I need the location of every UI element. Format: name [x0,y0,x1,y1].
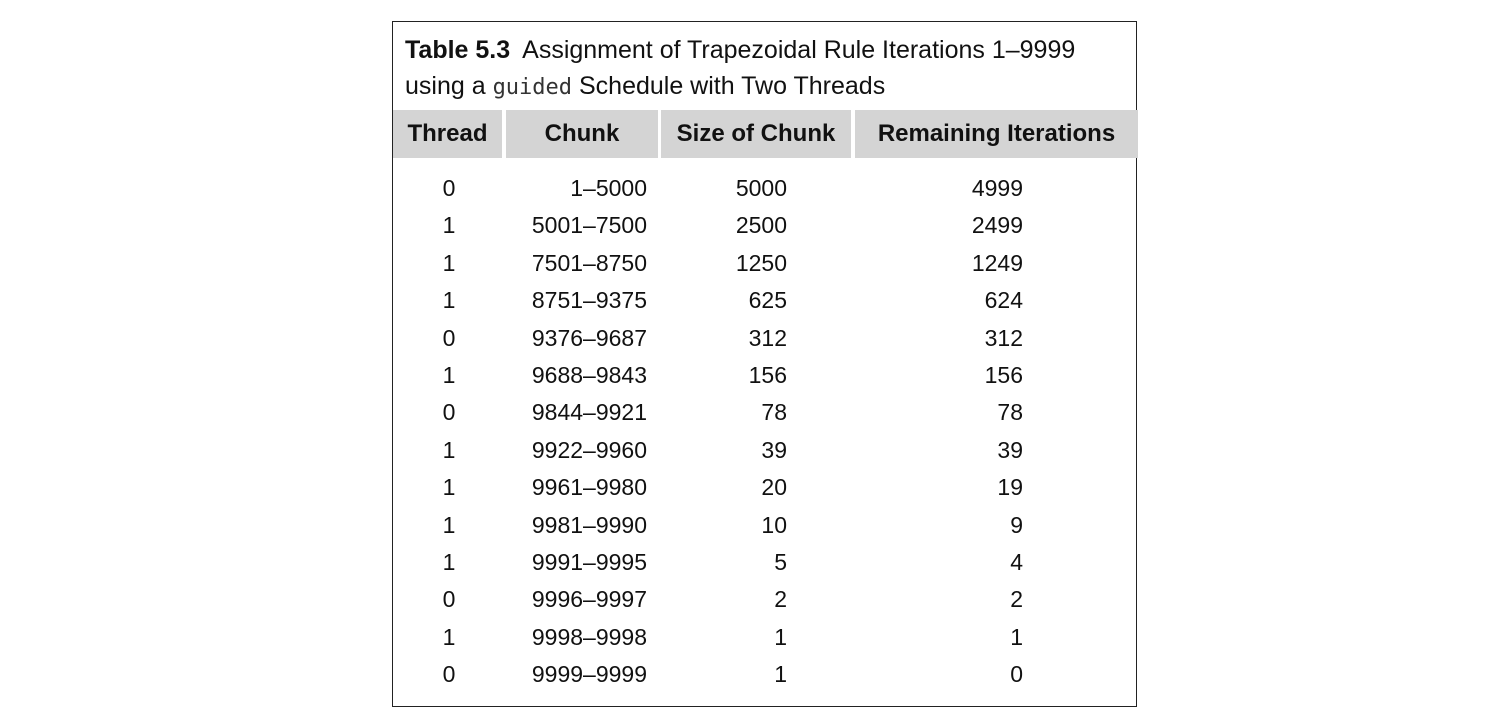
caption-line-2: using a guided Schedule with Two Threads [405,68,1130,106]
cell-chunk: 8751–9375 [531,287,647,314]
table-row: 1 9991–9995 5 4 [393,544,1138,581]
cell-size-of-chunk: 1250 [735,249,787,276]
cell-remaining-iterations: 19 [997,474,1023,501]
cell-chunk: 9688–9843 [531,361,647,388]
table-row: 1 5001–7500 2500 2499 [393,207,1138,244]
table-row: 0 9996–9997 2 2 [393,581,1138,618]
cell-remaining-iterations: 1249 [971,249,1023,276]
cell-thread: 0 [442,661,456,688]
cell-remaining-iterations: 2 [1010,586,1023,613]
caption-line-1: Table 5.3 Assignment of Trapezoidal Rule … [405,32,1130,68]
cell-chunk: 9981–9990 [531,511,647,538]
table-row: 0 9999–9999 1 0 [393,656,1138,693]
cell-thread: 1 [442,474,456,501]
cell-chunk: 5001–7500 [531,212,647,239]
caption-title: Assignment of Trapezoidal Rule Iteration… [522,36,1076,64]
header-chunk: Chunk [506,110,658,158]
cell-size-of-chunk: 2500 [735,212,787,239]
cell-remaining-iterations: 1 [1010,623,1023,650]
cell-remaining-iterations: 2499 [971,212,1023,239]
cell-chunk: 9844–9921 [531,399,647,426]
cell-size-of-chunk: 2 [774,586,787,613]
cell-chunk: 9998–9998 [531,623,647,650]
header-thread: Thread [393,110,502,158]
cell-size-of-chunk: 10 [761,511,787,538]
cell-remaining-iterations: 0 [1010,661,1023,688]
table-header: Thread Chunk Size of Chunk Remaining Ite… [393,110,1138,158]
cell-chunk: 9996–9997 [531,586,647,613]
cell-thread: 1 [442,511,456,538]
cell-remaining-iterations: 624 [984,287,1023,314]
table-row: 1 9922–9960 39 39 [393,432,1138,469]
table-row: 1 9688–9843 156 156 [393,357,1138,394]
cell-remaining-iterations: 78 [997,399,1023,426]
cell-thread: 1 [442,548,456,575]
cell-chunk: 9999–9999 [531,661,647,688]
cell-chunk: 1–5000 [570,175,647,201]
table-row: 0 9844–9921 78 78 [393,394,1138,431]
table-row: 1 8751–9375 625 624 [393,282,1138,319]
cell-size-of-chunk: 5000 [735,175,787,201]
cell-thread: 0 [442,175,456,201]
cell-chunk: 7501–8750 [531,249,647,276]
cell-size-of-chunk: 1 [774,661,787,688]
cell-remaining-iterations: 4999 [971,175,1023,201]
cell-thread: 1 [442,287,456,314]
cell-chunk: 9922–9960 [531,436,647,463]
table-row: 0 1–5000 5000 4999 [393,170,1138,207]
table-row: 0 9376–9687 312 312 [393,320,1138,357]
cell-size-of-chunk: 78 [761,399,787,426]
header-size-of-chunk: Size of Chunk [661,110,851,158]
cell-thread: 0 [442,586,456,613]
table-5-3: Table 5.3 Assignment of Trapezoidal Rule … [392,21,1138,707]
cell-chunk: 9376–9687 [531,324,647,351]
cell-remaining-iterations: 39 [997,436,1023,463]
cell-size-of-chunk: 5 [774,548,787,575]
cell-thread: 1 [442,361,456,388]
caption-code: guided [492,75,573,100]
caption-post: Schedule with Two Threads [572,72,886,100]
cell-size-of-chunk: 20 [761,474,787,501]
cell-size-of-chunk: 1 [774,623,787,650]
cell-size-of-chunk: 625 [748,287,787,314]
cell-chunk: 9961–9980 [531,474,647,501]
cell-chunk: 9991–9995 [531,548,647,575]
table-row: 1 9961–9980 20 19 [393,469,1138,506]
table-caption: Table 5.3 Assignment of Trapezoidal Rule … [405,32,1130,106]
cell-thread: 1 [442,436,456,463]
caption-pre: using a [405,72,493,100]
header-remaining-iterations: Remaining Iterations [855,110,1138,158]
cell-remaining-iterations: 156 [984,361,1023,388]
cell-size-of-chunk: 39 [761,436,787,463]
cell-thread: 1 [442,212,456,239]
table-row: 1 9981–9990 10 9 [393,507,1138,544]
cell-remaining-iterations: 9 [1010,511,1023,538]
cell-thread: 1 [442,623,456,650]
caption-number: Table 5.3 [405,36,511,64]
cell-remaining-iterations: 312 [984,324,1023,351]
cell-thread: 0 [442,324,456,351]
table-body: 0 1–5000 5000 4999 1 5001–7500 2500 2499 1 7501–8… [393,170,1138,693]
cell-thread: 0 [442,399,456,426]
cell-size-of-chunk: 156 [748,361,787,388]
cell-thread: 1 [442,249,456,276]
table-row: 1 9998–9998 1 1 [393,619,1138,656]
table-row: 1 7501–8750 1250 1249 [393,245,1138,282]
cell-size-of-chunk: 312 [748,324,787,351]
cell-remaining-iterations: 4 [1010,548,1023,575]
